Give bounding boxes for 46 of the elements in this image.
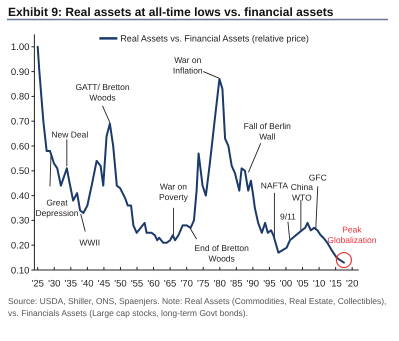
x-tick-label: '10 bbox=[312, 278, 326, 290]
x-tick-label: '85 bbox=[230, 278, 243, 290]
y-tick-label: 0.60 bbox=[10, 141, 30, 152]
annotation: End of Bretton Woods bbox=[194, 243, 250, 264]
annotation: 9/11 bbox=[280, 212, 296, 222]
x-tick-label: '75 bbox=[197, 278, 210, 290]
x-tick-label: '60 bbox=[147, 278, 160, 290]
y-tick-label: 0.70 bbox=[10, 116, 30, 128]
y-tick-label: 0.80 bbox=[10, 92, 30, 103]
annotation: GFC bbox=[308, 172, 327, 182]
y-tick-label: 0.10 bbox=[10, 265, 30, 276]
y-tick-label: 0.50 bbox=[10, 166, 30, 178]
annotation: New Deal bbox=[51, 129, 88, 140]
annotation: War on Inflation bbox=[172, 55, 203, 76]
y-tick-label: 0.90 bbox=[10, 66, 30, 78]
legend-label: Real Assets vs. Financial Assets (relative price) bbox=[120, 34, 309, 44]
y-tick-label: 0.20 bbox=[10, 240, 30, 252]
x-tick-label: '55 bbox=[130, 278, 144, 290]
x-tick-label: '95 bbox=[263, 278, 276, 290]
x-tick-label: '65 bbox=[164, 278, 176, 290]
x-tick-label: '20 bbox=[346, 278, 358, 290]
annotation: War on Poverty bbox=[159, 181, 189, 202]
annotation: Peak Globalization bbox=[327, 224, 377, 246]
y-tick-label: 0.40 bbox=[10, 190, 30, 202]
chart-title: Exhibit 9: Real assets at all-time lows vs. financial assets bbox=[8, 5, 334, 19]
x-tick-label: '00 bbox=[280, 278, 292, 290]
x-tick-label: '15 bbox=[329, 278, 342, 290]
annotation: WWII bbox=[79, 237, 100, 248]
y-tick-label: 1.00 bbox=[10, 42, 30, 54]
annotation: China WTO bbox=[290, 182, 314, 203]
x-tick-label: '45 bbox=[98, 278, 110, 290]
x-tick-label: '70 bbox=[180, 278, 193, 290]
annotation: NAFTA bbox=[260, 180, 288, 191]
x-tick-label: '25 bbox=[32, 278, 44, 290]
x-tick-label: '40 bbox=[81, 278, 94, 290]
y-tick-label: 0.30 bbox=[10, 216, 30, 227]
x-tick-label: '05 bbox=[296, 278, 309, 290]
annotation: Fall of Berlin Wall bbox=[244, 120, 292, 142]
annotation: Great Depression bbox=[35, 197, 79, 218]
source-note: Source: USDA, Shiller, ONS, Spaenjers. Note: Real Assets (Commodities, Real Estate, Collectibles), vs. Financials Assets (Large cap stocks, long-term Govt bonds). bbox=[8, 296, 386, 318]
x-tick-label: '35 bbox=[64, 278, 78, 290]
x-tick-label: '80 bbox=[214, 278, 226, 290]
annotation: GATT/ Bretton Woods bbox=[75, 82, 130, 102]
x-tick-label: '50 bbox=[114, 278, 127, 290]
x-tick-label: '90 bbox=[246, 278, 260, 290]
x-tick-label: '30 bbox=[48, 278, 60, 290]
